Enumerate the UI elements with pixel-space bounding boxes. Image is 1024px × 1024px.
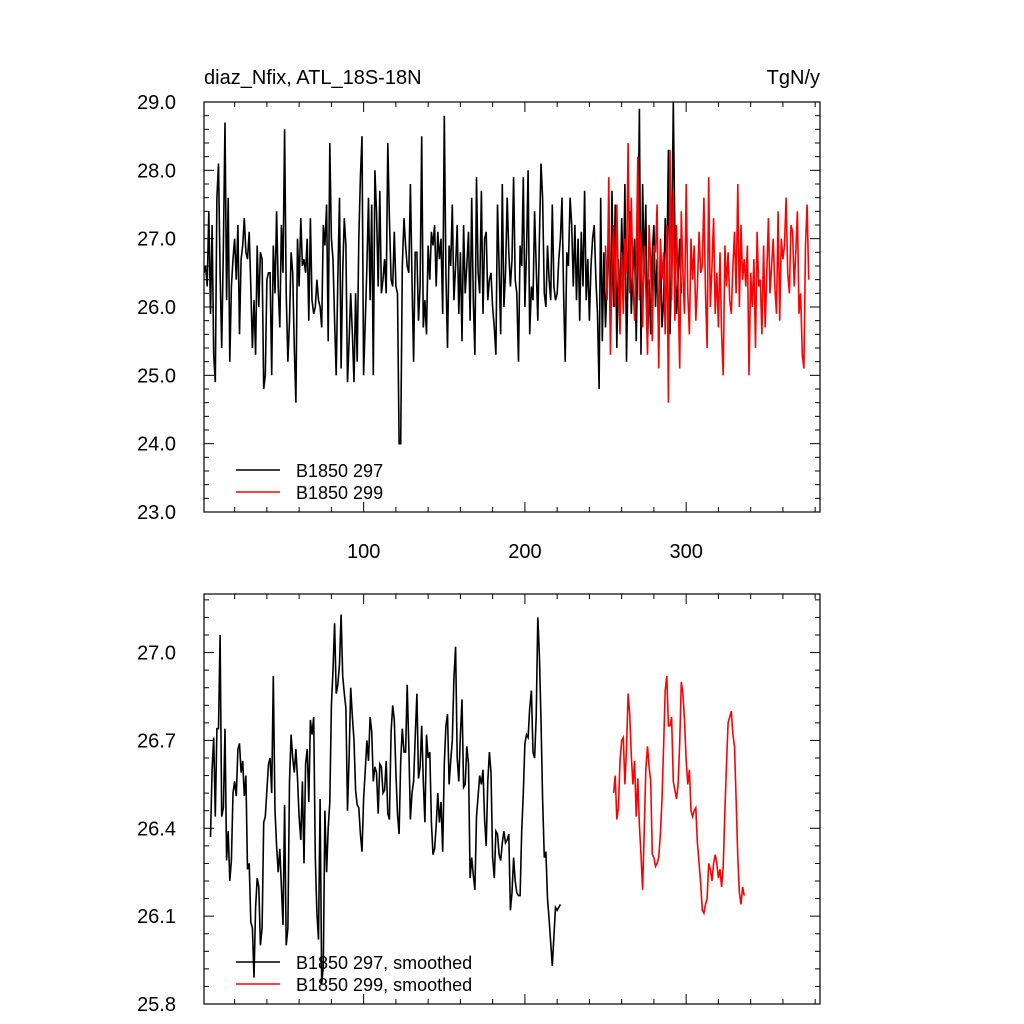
legend-label-2: B1850 299, smoothed (296, 975, 472, 995)
y-tick-label: 23.0 (137, 502, 176, 524)
y-tick-label: 25.0 (137, 365, 176, 387)
y-tick-label: 24.0 (137, 434, 176, 456)
bottom-panel: 25.8 26.1 26.4 26.7 27.0 B1850 297, smoothed… (137, 593, 821, 1016)
legend-label-1: B1850 297 (296, 461, 383, 481)
y-tick-label: 25.8 (137, 994, 176, 1016)
y-tick-label: 27.0 (137, 229, 176, 251)
chart-title: diaz_Nfix, ATL_18S-18N (204, 67, 422, 89)
x-tick-label: 200 (508, 541, 541, 563)
top-panel: diaz_Nfix, ATL_18S-18N TgN/y 23.0 24.0 25.… (137, 67, 821, 563)
y-tick-label: 26.0 (137, 297, 176, 319)
series-line-1 (209, 614, 562, 984)
top-plot-area (204, 102, 810, 445)
y-tick-label: 26.1 (137, 906, 176, 928)
units-label: TgN/y (767, 67, 820, 89)
x-tick-label: 300 (669, 541, 702, 563)
top-axes: 23.0 24.0 25.0 26.0 27.0 28.0 29.0 100 200 300 (137, 92, 821, 563)
series-line-2 (612, 675, 745, 916)
y-tick-label: 27.0 (137, 643, 176, 665)
y-tick-label: 28.0 (137, 160, 176, 182)
series-line-2 (604, 142, 810, 403)
legend-label-2: B1850 299 (296, 483, 383, 503)
y-tick-label: 26.7 (137, 730, 176, 752)
legend-label-1: B1850 297, smoothed (296, 953, 472, 973)
y-tick-label: 26.4 (137, 818, 176, 840)
bottom-axes: 25.8 26.1 26.4 26.7 27.0 (137, 593, 821, 1016)
plot-frame (203, 593, 821, 1005)
bottom-plot-area (209, 614, 745, 984)
y-tick-label: 29.0 (137, 92, 176, 114)
x-tick-label: 100 (347, 541, 380, 563)
series-line-1 (204, 102, 683, 445)
